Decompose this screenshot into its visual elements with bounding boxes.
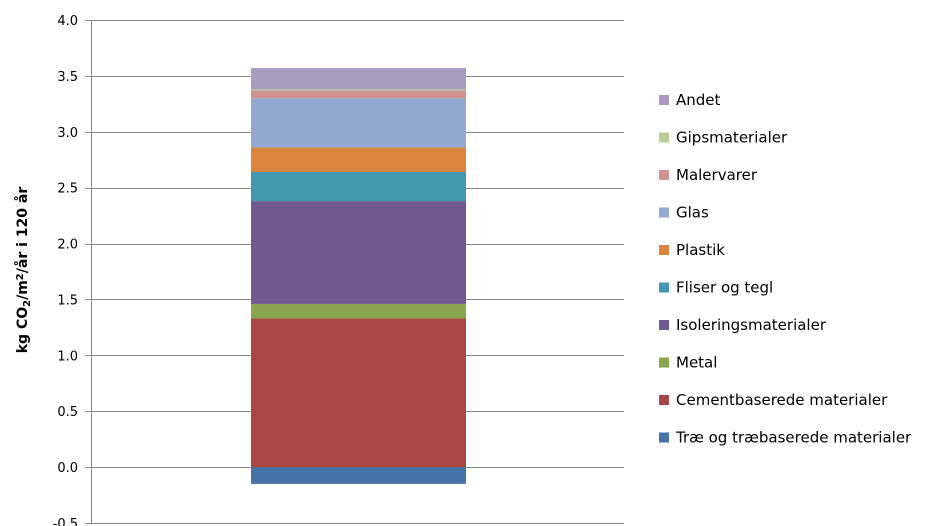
y-tick-label: 1.5 [57, 293, 78, 308]
legend-swatch [659, 95, 669, 105]
bar-segment-0 [251, 467, 466, 484]
bar-segment-4 [251, 172, 466, 201]
legend-label: Andet [676, 91, 721, 109]
legend-label: Isoleringsmaterialer [676, 316, 827, 334]
legend-label: Metal [676, 354, 717, 372]
legend-swatch [659, 320, 669, 330]
y-tick-label: 1.0 [57, 349, 78, 364]
y-tick-label: 3.0 [57, 126, 78, 141]
bar-segment-9 [251, 68, 466, 89]
y-axis-title: kg CO2/m2/år i 120 år [14, 187, 33, 354]
legend-label: Gipsmaterialer [676, 129, 788, 147]
y-tick-label: 0.0 [57, 461, 78, 476]
bar-segment-8 [251, 89, 466, 90]
legend-swatch [659, 283, 669, 293]
legend-item: Glas [659, 204, 709, 222]
legend: Andet Gipsmaterialer Malervarer Glas Plastik… [659, 91, 912, 447]
bar-segment-7 [251, 90, 466, 98]
legend-item: Gipsmaterialer [659, 129, 788, 147]
bar-segment-2 [251, 304, 466, 319]
legend-item: Andet [659, 91, 721, 109]
y-tick-label: 0.5 [57, 405, 78, 420]
bar-segments [251, 68, 466, 484]
legend-swatch [659, 433, 669, 443]
legend-swatch [659, 358, 669, 368]
bar-segment-1 [251, 318, 466, 467]
y-tick-labels: 4.0 3.5 3.0 2.5 2.0 1.5 1.0 0.5 0.0 -0.5 [53, 14, 78, 526]
legend-item: Fliser og tegl [659, 279, 773, 297]
legend-swatch [659, 245, 669, 255]
legend-swatch [659, 395, 669, 405]
legend-swatch [659, 133, 669, 143]
bar-segment-6 [251, 98, 466, 147]
legend-item: Metal [659, 354, 717, 372]
bar-segment-5 [251, 147, 466, 172]
legend-label: Træ og træbaserede materialer [675, 429, 912, 447]
legend-swatch [659, 170, 669, 180]
y-tick-label: 2.0 [57, 238, 78, 253]
legend-label: Fliser og tegl [676, 279, 773, 297]
y-tick-label: 3.5 [57, 70, 78, 85]
legend-label: Cementbaserede materialer [676, 391, 888, 409]
legend-item: Isoleringsmaterialer [659, 316, 827, 334]
legend-item: Plastik [659, 241, 725, 259]
legend-swatch [659, 208, 669, 218]
bar-segment-3 [251, 201, 466, 304]
y-tick-label: 2.5 [57, 182, 78, 197]
y-tick-label: -0.5 [53, 517, 78, 526]
legend-label: Malervarer [676, 166, 758, 184]
y-tick-label: 4.0 [57, 14, 78, 29]
legend-item: Træ og træbaserede materialer [659, 429, 912, 447]
legend-item: Cementbaserede materialer [659, 391, 888, 409]
legend-label: Plastik [676, 241, 725, 259]
legend-item: Malervarer [659, 166, 758, 184]
legend-label: Glas [676, 204, 709, 222]
